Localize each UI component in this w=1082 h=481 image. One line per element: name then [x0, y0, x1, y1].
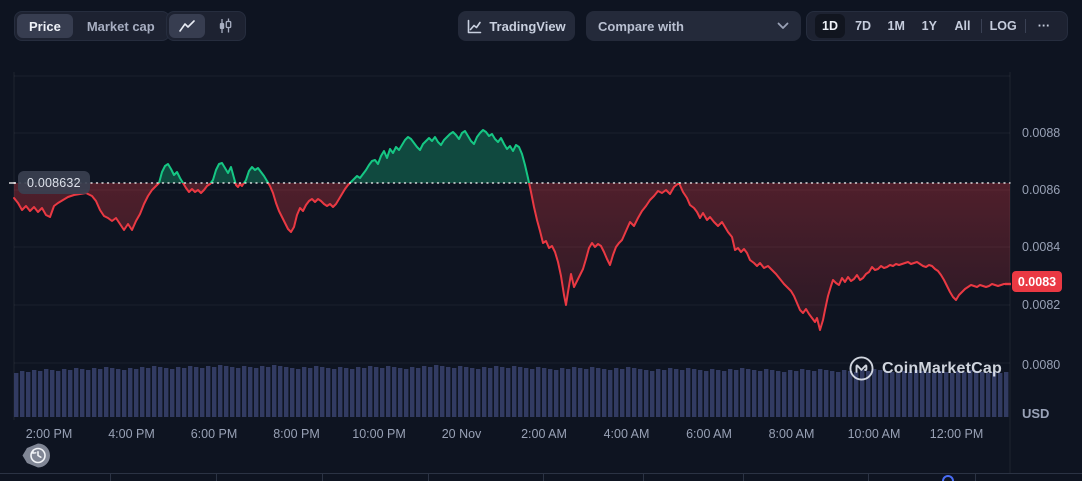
cutoff-table-row — [0, 473, 1082, 481]
range-button-all[interactable]: All — [954, 19, 971, 33]
metric-toggle-group: Price Market cap — [14, 11, 170, 41]
y-axis-tick-label: 0.0084 — [1022, 240, 1061, 254]
x-axis-tick-label: 2:00 AM — [521, 427, 567, 441]
price-tab[interactable]: Price — [17, 14, 73, 38]
area-fill-below-threshold — [14, 183, 1010, 330]
x-axis-tick-label: 6:00 PM — [190, 427, 238, 441]
x-axis-tick-label: 2:00 PM — [25, 427, 73, 441]
y-axis-tick-label: 0.0082 — [1022, 298, 1061, 312]
watermark-label: CoinMarketCap — [882, 359, 1002, 377]
separator — [1024, 19, 1026, 33]
reset-zoom-history-button[interactable] — [21, 442, 51, 469]
chevron-down-icon — [777, 22, 789, 29]
tradingview-button[interactable]: TradingView — [458, 11, 575, 41]
compare-with-dropdown[interactable]: Compare with — [586, 11, 801, 41]
cutoff-blue-icon — [942, 475, 954, 481]
coinmarketcap-watermark: CoinMarketCap — [849, 356, 1002, 381]
y-axis-tick-label: 0.0086 — [1022, 183, 1061, 197]
market-cap-tab[interactable]: Market cap — [86, 18, 155, 34]
table-cell-separator — [743, 474, 744, 481]
range-selector-group: 1D 7D 1M 1Y All LOG ··· — [806, 11, 1068, 41]
chart-type-toggle-group — [166, 11, 246, 41]
x-axis-tick-label: 10:00 PM — [352, 427, 406, 441]
y-axis-unit-label: USD — [1022, 406, 1050, 421]
price-line-down-segments — [13, 183, 1011, 331]
candlestick-icon — [219, 18, 232, 33]
previous-close-badge: 0.008632 — [18, 171, 90, 194]
table-cell-separator — [868, 474, 869, 481]
table-cell-separator — [975, 474, 976, 481]
candlestick-chart-button[interactable] — [207, 14, 243, 38]
range-button-1d[interactable]: 1D — [815, 14, 845, 38]
area-fill-above-threshold — [14, 130, 1010, 183]
separator — [980, 19, 982, 33]
range-button-7d[interactable]: 7D — [855, 19, 872, 33]
x-axis-tick-label: 20 Nov — [441, 427, 482, 441]
x-axis-tick-label: 8:00 AM — [768, 427, 815, 441]
range-button-1m[interactable]: 1M — [887, 19, 905, 33]
x-axis-tick-label: 10:00 AM — [847, 427, 901, 441]
y-axis-tick-label: 0.0080 — [1022, 358, 1061, 372]
range-button-1y[interactable]: 1Y — [921, 19, 937, 33]
last-price-badge: 0.0083 — [1012, 271, 1062, 292]
table-cell-separator — [216, 474, 217, 481]
y-axis-tick-label: 0.0088 — [1022, 126, 1061, 140]
line-chart-icon — [178, 20, 195, 32]
table-cell-separator — [110, 474, 111, 481]
x-axis-tick-label: 4:00 PM — [108, 427, 155, 441]
table-cell-separator — [322, 474, 323, 481]
table-cell-separator — [543, 474, 544, 481]
x-axis-tick-label: 8:00 PM — [273, 427, 320, 441]
coinmarketcap-logo-icon — [849, 356, 874, 381]
x-axis-tick-label: 4:00 AM — [603, 427, 650, 441]
table-cell-separator — [643, 474, 644, 481]
line-chart-button[interactable] — [169, 14, 205, 38]
history-clock-icon — [22, 443, 50, 468]
price-line-up-segments — [157, 129, 681, 183]
compare-with-label: Compare with — [598, 18, 684, 34]
more-options-button[interactable]: ··· — [1037, 19, 1051, 33]
log-scale-button[interactable]: LOG — [989, 19, 1017, 33]
x-axis-tick-label: 12:00 PM — [929, 427, 984, 441]
gridlines — [13, 72, 1011, 473]
x-axis-tick-label: 6:00 AM — [686, 427, 732, 441]
tradingview-label: TradingView — [489, 18, 566, 34]
tradingview-chart-icon — [468, 19, 482, 33]
table-cell-separator — [428, 474, 429, 481]
